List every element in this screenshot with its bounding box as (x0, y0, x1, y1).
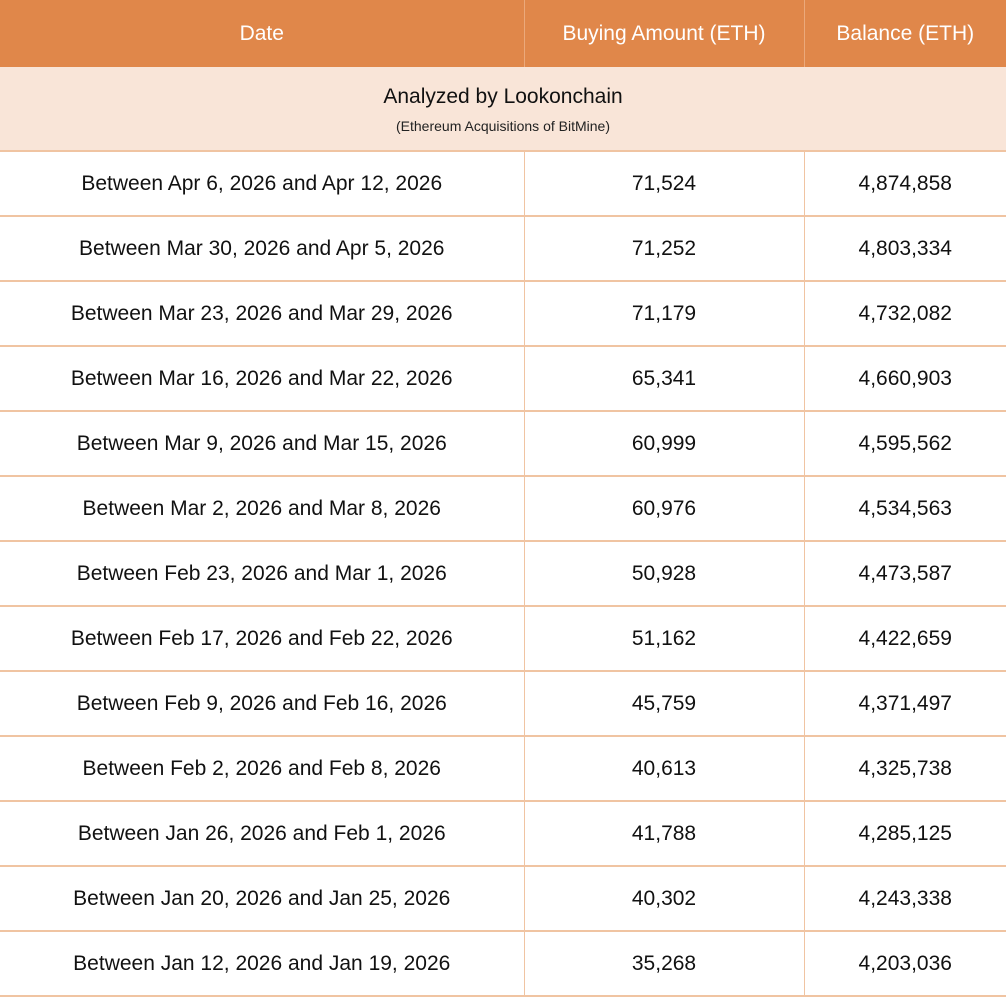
balance-cell: 4,660,903 (804, 346, 1006, 412)
column-header-date: Date (0, 0, 525, 67)
balance-cell: 4,422,659 (804, 606, 1006, 672)
buying-amount-cell: 41,788 (524, 801, 805, 867)
column-header-balance: Balance (ETH) (804, 0, 1006, 67)
date-cell: Between Feb 17, 2026 and Feb 22, 2026 (0, 606, 525, 672)
date-cell: Between Jan 20, 2026 and Jan 25, 2026 (0, 866, 525, 932)
buying-amount-cell: 51,162 (524, 606, 805, 672)
table-row: Between Feb 2, 2026 and Feb 8, 2026 40,61… (0, 736, 1006, 802)
date-cell: Between Mar 9, 2026 and Mar 15, 2026 (0, 411, 525, 477)
subheader-row: Analyzed by Lookonchain (Ethereum Acquis… (0, 67, 1006, 152)
date-cell: Between Mar 30, 2026 and Apr 5, 2026 (0, 216, 525, 282)
date-cell: Between Jan 26, 2026 and Feb 1, 2026 (0, 801, 525, 867)
buying-amount-cell: 60,976 (524, 476, 805, 542)
balance-cell: 4,243,338 (804, 866, 1006, 932)
table-row: Between Jan 26, 2026 and Feb 1, 2026 41,7… (0, 801, 1006, 867)
subheader-cell: Analyzed by Lookonchain (Ethereum Acquis… (0, 67, 1006, 152)
table-row: Between Feb 17, 2026 and Feb 22, 2026 51,… (0, 606, 1006, 672)
table-subtitle: (Ethereum Acquisitions of BitMine) (396, 118, 610, 134)
balance-cell: 4,371,497 (804, 671, 1006, 737)
table-row: Between Mar 30, 2026 and Apr 5, 2026 71,2… (0, 216, 1006, 282)
buying-amount-cell: 65,341 (524, 346, 805, 412)
table-row: Between Feb 9, 2026 and Feb 16, 2026 45,7… (0, 671, 1006, 737)
buying-amount-cell: 71,524 (524, 151, 805, 217)
table-row: Between Mar 2, 2026 and Mar 8, 2026 60,97… (0, 476, 1006, 542)
buying-amount-cell: 71,252 (524, 216, 805, 282)
column-header-buying-amount: Buying Amount (ETH) (524, 0, 805, 67)
table-title: Analyzed by Lookonchain (383, 85, 623, 108)
header-row: Date Buying Amount (ETH) Balance (ETH) (0, 0, 1006, 67)
table-row: Between Apr 6, 2026 and Apr 12, 2026 71,5… (0, 151, 1006, 217)
table-row: Between Mar 16, 2026 and Mar 22, 2026 65,… (0, 346, 1006, 412)
buying-amount-cell: 50,928 (524, 541, 805, 607)
date-cell: Between Mar 16, 2026 and Mar 22, 2026 (0, 346, 525, 412)
table-row: Between Mar 9, 2026 and Mar 15, 2026 60,9… (0, 411, 1006, 477)
balance-cell: 4,595,562 (804, 411, 1006, 477)
table-row: Between Feb 23, 2026 and Mar 1, 2026 50,9… (0, 541, 1006, 607)
balance-cell: 4,732,082 (804, 281, 1006, 347)
date-cell: Between Mar 23, 2026 and Mar 29, 2026 (0, 281, 525, 347)
buying-amount-cell: 71,179 (524, 281, 805, 347)
date-cell: Between Jan 12, 2026 and Jan 19, 2026 (0, 931, 525, 997)
buying-amount-cell: 45,759 (524, 671, 805, 737)
balance-cell: 4,473,587 (804, 541, 1006, 607)
buying-amount-cell: 40,613 (524, 736, 805, 802)
table-row: Between Jan 20, 2026 and Jan 25, 2026 40,… (0, 866, 1006, 932)
balance-cell: 4,803,334 (804, 216, 1006, 282)
date-cell: Between Feb 2, 2026 and Feb 8, 2026 (0, 736, 525, 802)
table-row: Between Mar 23, 2026 and Mar 29, 2026 71,… (0, 281, 1006, 347)
date-cell: Between Feb 23, 2026 and Mar 1, 2026 (0, 541, 525, 607)
table-row: Between Jan 12, 2026 and Jan 19, 2026 35,… (0, 931, 1006, 997)
balance-cell: 4,203,036 (804, 931, 1006, 997)
balance-cell: 4,325,738 (804, 736, 1006, 802)
buying-amount-cell: 60,999 (524, 411, 805, 477)
date-cell: Between Feb 9, 2026 and Feb 16, 2026 (0, 671, 525, 737)
buying-amount-cell: 40,302 (524, 866, 805, 932)
balance-cell: 4,534,563 (804, 476, 1006, 542)
balance-cell: 4,285,125 (804, 801, 1006, 867)
balance-cell: 4,874,858 (804, 151, 1006, 217)
date-cell: Between Mar 2, 2026 and Mar 8, 2026 (0, 476, 525, 542)
buying-amount-cell: 35,268 (524, 931, 805, 997)
date-cell: Between Apr 6, 2026 and Apr 12, 2026 (0, 151, 525, 217)
